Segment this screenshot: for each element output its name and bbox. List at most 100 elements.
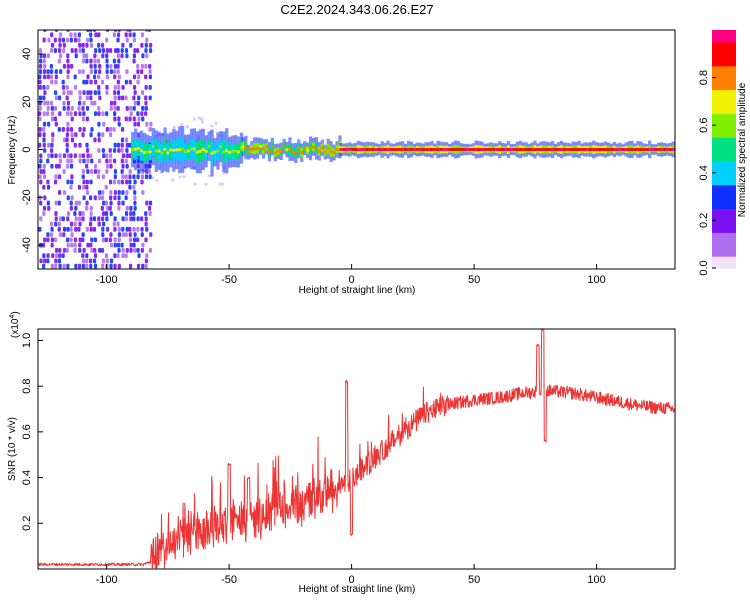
heatmap-noise-cell xyxy=(92,226,97,232)
heatmap-noise-cell xyxy=(105,163,110,169)
heatmap-noise-cell xyxy=(38,163,42,169)
heatmap-noise-cell xyxy=(93,237,98,243)
heatmap-noise-cell xyxy=(113,106,117,111)
heatmap-signal-core xyxy=(332,151,336,155)
colorbar-tick-label: 0.6 xyxy=(698,118,710,133)
colorbar-cell xyxy=(712,33,736,39)
heatmap-noise-cell xyxy=(137,116,141,122)
heatmap-noise-cell xyxy=(62,226,67,232)
heatmap-signal-core xyxy=(665,148,669,151)
heatmap-signal-core xyxy=(323,150,327,154)
colorbar-cell xyxy=(712,69,736,75)
heatmap-noise-cell xyxy=(81,169,85,174)
heatmap-noise-cell xyxy=(121,253,125,259)
heatmap-noise-cell xyxy=(120,158,124,164)
colorbar-cell xyxy=(712,204,736,210)
heatmap-noise-cell xyxy=(129,242,133,248)
heatmap-noise-cell xyxy=(62,48,66,53)
heatmap-noise-cell xyxy=(58,190,62,195)
heatmap-noise-cell xyxy=(50,79,54,85)
heatmap-noise-cell xyxy=(66,53,70,59)
heatmap-noise-cell xyxy=(78,158,82,164)
heatmap-signal-core xyxy=(282,144,286,148)
heatmap-signal-core xyxy=(551,148,555,151)
heatmap-noise-cell xyxy=(42,69,47,74)
heatmap-noise-cell xyxy=(97,190,102,195)
heatmap-noise-cell xyxy=(128,237,133,243)
heatmap-noise-cell xyxy=(78,69,82,74)
heatmap-signal-core xyxy=(258,144,263,148)
heatmap-noise-cell xyxy=(140,63,144,69)
heatmap-noise-cell xyxy=(97,221,101,227)
heatmap-signal-core xyxy=(320,146,324,150)
heatmap-noise-cell xyxy=(69,127,74,132)
heatmap-noise-cell xyxy=(89,226,93,232)
heatmap-noise-cell xyxy=(65,148,69,153)
heatmap-noise-cell xyxy=(42,253,46,259)
heatmap-noise-cell xyxy=(43,100,47,106)
heatmap-noise-cell xyxy=(93,137,97,143)
heatmap-noise-cell xyxy=(125,37,129,43)
heatmap-noise-cell xyxy=(81,211,85,216)
heatmap-noise-cell xyxy=(73,247,77,253)
heatmap-noise-cell xyxy=(129,205,133,211)
heatmap-noise-cell xyxy=(121,232,125,237)
heatmap-noise-cell xyxy=(65,84,69,90)
heatmap-noise-cell xyxy=(89,79,93,85)
heatmap-noise-cell xyxy=(125,190,129,195)
heatmap-noise-cell xyxy=(148,127,152,132)
heatmap-noise-cell xyxy=(121,190,125,195)
heatmap-noise-cell xyxy=(109,263,113,269)
heatmap-noise-cell xyxy=(132,226,136,232)
heatmap-noise-cell xyxy=(55,247,59,253)
heatmap-noise-cell xyxy=(85,200,89,206)
heatmap-noise-cell xyxy=(38,63,43,69)
colorbar-cell xyxy=(712,168,736,174)
snr-scale-label: (x104) xyxy=(9,311,21,338)
heatmap-noise-cell xyxy=(101,132,105,138)
heatmap-noise-cell xyxy=(200,120,204,124)
heatmap-noise-cell xyxy=(62,190,67,195)
heatmap-noise-cell xyxy=(53,90,58,96)
heatmap-noise-cell xyxy=(125,106,129,111)
heatmap-noise-cell xyxy=(147,169,151,174)
heatmap-noise-cell xyxy=(172,125,176,129)
heatmap-noise-cell xyxy=(145,53,149,59)
heatmap-noise-cell xyxy=(129,111,133,117)
heatmap-signal-core xyxy=(264,145,269,149)
heatmap-noise-cell xyxy=(54,174,58,180)
colorbar-cell xyxy=(712,145,736,150)
heatmap-noise-cell xyxy=(137,95,141,101)
heatmap-noise-cell xyxy=(100,247,105,253)
heatmap-noise-cell xyxy=(81,48,85,53)
heatmap-noise-cell xyxy=(116,106,120,111)
heatmap-noise-cell xyxy=(50,226,54,232)
heatmap-noise-cell xyxy=(42,263,46,269)
heatmap-noise-cell xyxy=(47,37,51,43)
heatmap-signal-core xyxy=(368,148,372,151)
heatmap-noise-cell xyxy=(66,226,70,232)
heatmap-noise-cell xyxy=(108,132,113,138)
heatmap-noise-cell xyxy=(100,205,104,211)
heatmap-signal-core xyxy=(395,148,399,151)
heatmap-noise-cell xyxy=(171,178,175,182)
colorbar-cell xyxy=(712,45,736,51)
heatmap-noise-cell xyxy=(149,42,153,48)
heatmap-noise-cell xyxy=(101,258,106,264)
heatmap-signal-core xyxy=(291,150,295,154)
colorbar-cell xyxy=(712,121,736,126)
heatmap-signal-core xyxy=(306,148,310,152)
heatmap-noise-cell xyxy=(93,63,97,69)
heatmap-noise-cell xyxy=(57,163,61,169)
heatmap-noise-cell xyxy=(214,121,218,125)
heatmap-noise-cell xyxy=(86,169,90,174)
heatmap-signal-core xyxy=(297,147,301,151)
heatmap-noise-cell xyxy=(117,195,121,201)
snr-ytick-label: 0.4 xyxy=(21,470,33,485)
heatmap-noise-cell xyxy=(46,200,50,206)
heatmap-noise-cell xyxy=(108,179,113,185)
heatmap-signal-core xyxy=(671,148,675,151)
heatmap-noise-cell xyxy=(78,90,82,96)
heatmap-noise-cell xyxy=(70,232,74,237)
heatmap-noise-cell xyxy=(148,84,152,90)
